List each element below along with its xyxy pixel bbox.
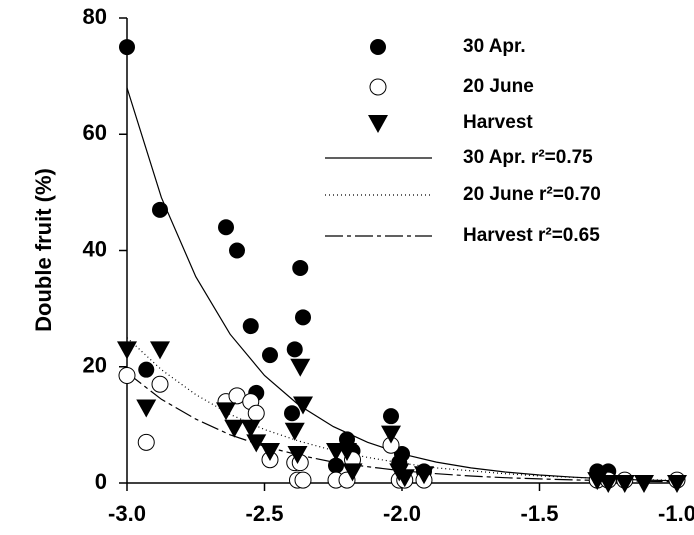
y-tick-label: 0 [95,469,107,494]
point [150,341,170,360]
y-tick-label: 40 [83,236,107,261]
point [290,358,311,377]
point [292,259,309,276]
point [260,443,280,462]
point [117,341,137,360]
legend-marker [370,39,386,55]
point [383,408,399,425]
x-tick-label: -3.0 [108,501,146,526]
point [295,309,311,326]
legend-label: Harvest r²=0.65 [463,225,600,246]
point [293,396,313,415]
point [381,425,401,444]
y-tick-label: 20 [83,353,107,378]
y-axis-label: Double fruit (%) [31,168,56,332]
point [218,219,234,236]
point [598,475,619,493]
point [119,39,135,56]
point [246,434,267,453]
x-tick-label: -2.5 [246,501,284,526]
point [614,475,635,493]
y-tick-label: 80 [83,4,107,29]
point [137,433,155,451]
x-tick-label: -1.5 [521,501,559,526]
point [294,471,312,489]
legend-label: 30 Apr. r²=0.75 [463,147,593,168]
legend-label: 20 June [463,76,534,97]
fit-line [126,87,678,482]
point [118,366,136,384]
point [152,201,168,218]
point [216,402,236,421]
legend-label: Harvest [463,112,533,133]
point [138,361,155,378]
point [151,375,169,393]
legend-marker [368,115,388,133]
point [224,419,245,438]
legend-marker [369,78,387,96]
point [284,405,300,422]
point [136,399,157,418]
point [337,443,357,462]
point [667,475,687,493]
point [247,404,265,422]
point [284,422,305,441]
point [286,341,303,358]
fit-line [126,372,678,483]
point [342,463,363,482]
point [242,318,259,335]
point [328,457,344,474]
legend-label: 30 Apr. [463,36,526,57]
point [287,445,308,464]
x-tick-label: -2.0 [383,501,421,526]
point [634,475,654,493]
point [262,347,278,364]
x-tick-label: -1.0 [658,501,694,526]
point [240,419,261,438]
point [394,469,415,488]
legend-label: 20 June r²=0.70 [463,184,601,205]
point [414,466,434,485]
point [229,242,245,259]
y-tick-label: 60 [83,120,107,145]
